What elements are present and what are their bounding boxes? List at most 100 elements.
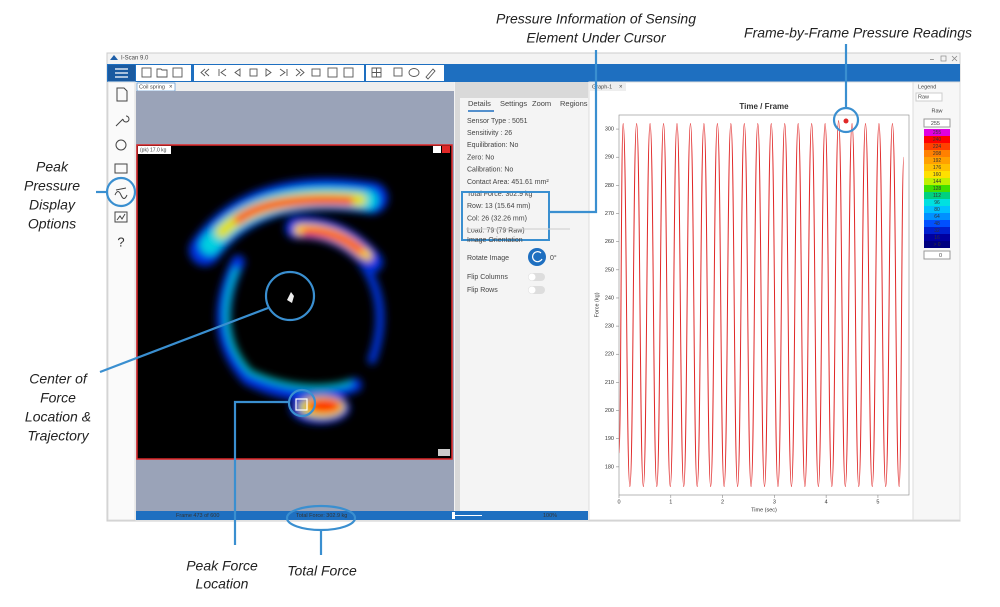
annotation: Force xyxy=(40,390,76,406)
orientation-heading: Image Orientation xyxy=(467,237,523,244)
map-close[interactable] xyxy=(442,146,450,153)
detail-line: Equilibration: No xyxy=(467,142,518,149)
window-title: I-Scan 9.0 xyxy=(121,56,149,62)
annotation: Options xyxy=(28,216,76,232)
detail-line: Contact Area: 451.61 mm² xyxy=(467,179,549,186)
legend-heading: Raw xyxy=(931,108,942,114)
details-tab[interactable]: Details xyxy=(468,99,491,108)
y-tick-label: 270 xyxy=(605,211,614,217)
zoom-thumb[interactable] xyxy=(452,512,455,519)
y-tick-label: 230 xyxy=(605,324,614,330)
legend-label: > 0 xyxy=(933,242,940,248)
details-tab[interactable]: Settings xyxy=(500,99,527,108)
x-tick-label: 4 xyxy=(825,499,828,505)
legend-label: 255 xyxy=(933,130,942,136)
flip-rows-label: Flip Rows xyxy=(467,287,498,294)
x-tick-label: 2 xyxy=(721,499,724,505)
annotation: Pressure Information of Sensing xyxy=(496,11,696,27)
region-tools xyxy=(366,65,444,81)
annotation: Frame-by-Frame Pressure Readings xyxy=(744,25,972,41)
legend-label: 32 xyxy=(934,228,940,234)
file-tab-label: Coil spring xyxy=(139,84,165,90)
legend-label: 16 xyxy=(934,235,940,241)
x-tick-label: 1 xyxy=(669,499,672,505)
details-tab[interactable]: Regions xyxy=(560,99,588,108)
detail-line: Col: 26 (32.26 mm) xyxy=(467,215,527,222)
legend-label: 96 xyxy=(934,200,940,206)
y-tick-label: 200 xyxy=(605,408,614,414)
legend-label: 128 xyxy=(933,186,942,192)
annotation: Total Force xyxy=(287,563,357,579)
map-corner xyxy=(438,449,450,456)
toggle-knob xyxy=(529,274,536,281)
annotation: Location & xyxy=(25,409,91,425)
annotation: Element Under Cursor xyxy=(526,30,667,46)
min-input[interactable] xyxy=(924,251,950,259)
detail-line: Sensor Type : 5051 xyxy=(467,118,528,125)
help-tool[interactable]: ? xyxy=(117,234,124,249)
legend-label: 48 xyxy=(934,221,940,227)
map-option[interactable] xyxy=(433,146,441,153)
tab-strip xyxy=(136,82,454,91)
y-tick-label: 300 xyxy=(605,127,614,133)
file-tools xyxy=(136,65,191,81)
legend-label: 80 xyxy=(934,207,940,213)
y-tick-label: 280 xyxy=(605,183,614,189)
x-tick-label: 3 xyxy=(773,499,776,505)
rotate-button[interactable] xyxy=(528,248,546,266)
flip-columns-label: Flip Columns xyxy=(467,274,508,281)
legend-label: 208 xyxy=(933,151,942,157)
annotation: Peak Force xyxy=(186,558,258,574)
playback-tools xyxy=(194,65,364,81)
detail-line: Sensitivity : 26 xyxy=(467,130,512,137)
legend-tab[interactable]: Legend xyxy=(918,84,936,90)
peak-reading-marker xyxy=(844,119,849,124)
y-tick-label: 290 xyxy=(605,155,614,161)
annotation: Peak xyxy=(36,159,69,175)
legend-label: 112 xyxy=(933,193,941,199)
rotation-value: 0° xyxy=(550,254,557,262)
y-axis-label: Force (kg) xyxy=(594,292,600,317)
rotate-label: Rotate Image xyxy=(467,255,509,262)
detail-line: Zero: No xyxy=(467,154,494,161)
tab-close[interactable]: × xyxy=(619,85,623,91)
frame-counter: Frame 473 of 600 xyxy=(176,513,219,519)
max-input-value: 255 xyxy=(931,121,940,127)
y-tick-label: 210 xyxy=(605,380,614,386)
legend-label: 160 xyxy=(933,172,942,178)
x-axis-label: Time (sec) xyxy=(751,507,777,513)
y-tick-label: 180 xyxy=(605,464,614,470)
y-tick-label: 220 xyxy=(605,352,614,358)
zoom-level: 100% xyxy=(543,513,557,519)
legend-label: 176 xyxy=(933,165,942,171)
annotation: Center of xyxy=(29,371,89,387)
tab-close[interactable]: × xyxy=(169,85,173,91)
x-tick-label: 5 xyxy=(876,499,879,505)
y-tick-label: 250 xyxy=(605,267,614,273)
legend-label: 240 xyxy=(933,137,942,143)
details-tab[interactable]: Zoom xyxy=(532,99,551,108)
detail-line: Row: 13 (15.64 mm) xyxy=(467,203,530,210)
minimize[interactable]: – xyxy=(930,56,934,63)
y-tick-label: 240 xyxy=(605,295,614,301)
legend-label: 224 xyxy=(933,144,942,150)
peak-label: (pk) 17.0 kg xyxy=(140,147,167,153)
y-tick-label: 260 xyxy=(605,239,614,245)
toggle-knob xyxy=(529,287,536,294)
annotation: Location xyxy=(196,576,249,592)
total-force: Total Force: 302.9 kg xyxy=(296,513,347,519)
min-input-value: 0 xyxy=(939,253,942,259)
y-tick-label: 190 xyxy=(605,436,614,442)
annotation: Trajectory xyxy=(27,428,89,444)
sidebar xyxy=(108,82,135,520)
graph-title: Time / Frame xyxy=(739,102,789,111)
detail-line: Calibration: No xyxy=(467,167,513,174)
legend-label: 144 xyxy=(933,179,942,185)
legend-source-value: Raw xyxy=(918,94,929,100)
annotation: Display xyxy=(29,197,76,213)
legend-label: 64 xyxy=(934,214,940,220)
x-tick-label: 0 xyxy=(617,499,620,505)
annotation: Pressure xyxy=(24,178,80,194)
legend-label: 192 xyxy=(933,158,942,164)
